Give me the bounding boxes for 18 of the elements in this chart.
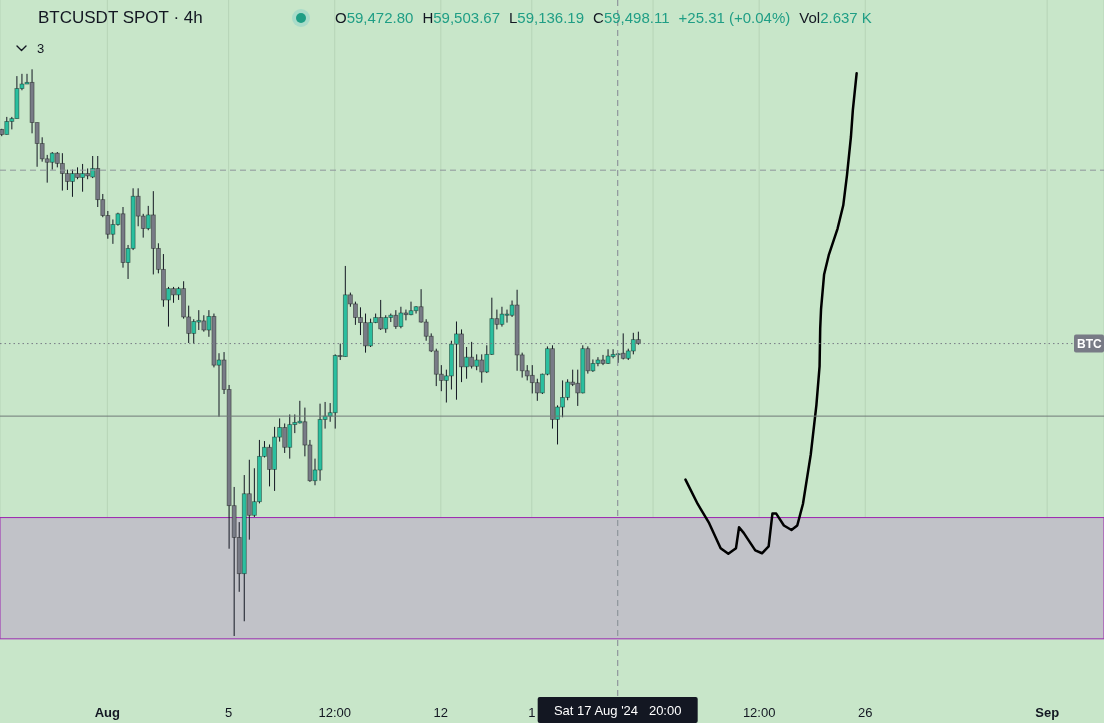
ref-line-label: BTC bbox=[1077, 336, 1102, 351]
text: H59,503.67 bbox=[422, 9, 500, 26]
chart-title: BTCUSDT SPOT · 4h bbox=[38, 7, 203, 29]
text: L59,136.19 bbox=[508, 9, 585, 26]
x-tick-label: Aug bbox=[94, 704, 121, 720]
x-tick-label: 1 bbox=[528, 704, 536, 720]
x-tick-label: 26 bbox=[858, 704, 873, 720]
chart-subtitle: 3 bbox=[37, 41, 45, 57]
text: Vol2.637 K bbox=[799, 9, 872, 26]
text: O59,472.80 bbox=[335, 9, 414, 26]
x-tick-label: 12:00 bbox=[742, 704, 776, 720]
text: C59,498.11 bbox=[593, 9, 670, 26]
x-tick-label: 12:00 bbox=[318, 704, 352, 720]
x-tick-label: 5 bbox=[225, 704, 233, 720]
x-tick-label: 12 bbox=[433, 704, 449, 720]
ref-line-label: Sat 17 Aug '24 20:00 bbox=[553, 702, 682, 718]
x-tick-label: Sep bbox=[1035, 704, 1060, 720]
text: +25.31 (+0.04%) bbox=[678, 9, 791, 26]
